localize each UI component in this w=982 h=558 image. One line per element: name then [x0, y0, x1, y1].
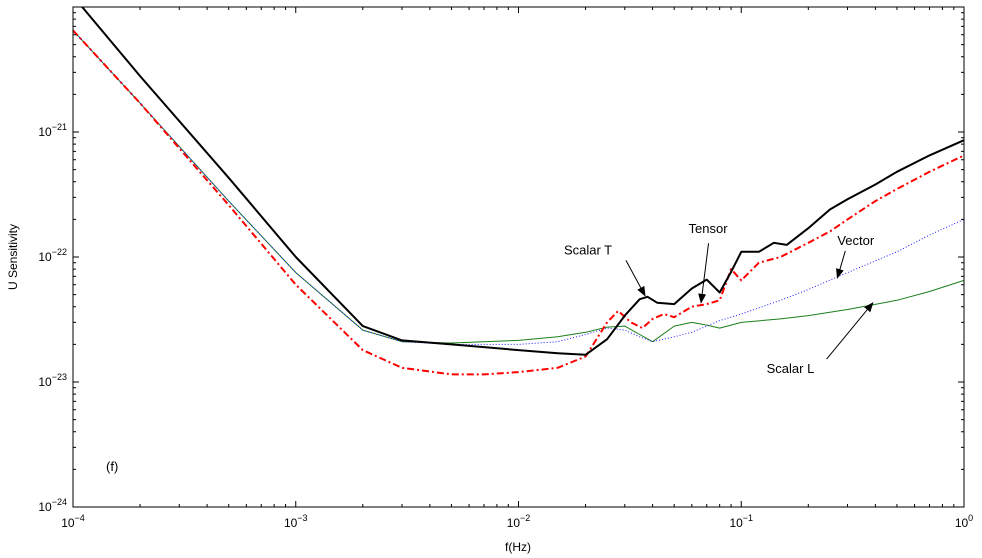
plot-area — [73, 7, 964, 507]
series-line-vector — [72, 30, 965, 345]
annotation-arrow — [826, 302, 874, 360]
annotation-vector: Vector — [837, 233, 875, 248]
x-tick-label: 100 — [955, 513, 973, 530]
series-line-scalar-t — [81, 6, 965, 356]
ticks-layer: 10−4 10−3 10−2 10−1 100 10−24 10−23 10−22 10−21 — [38, 7, 973, 530]
series-line-tensor — [72, 29, 965, 376]
x-tick-label: 10−1 — [729, 513, 753, 530]
y-tick-label: 10−22 — [38, 247, 67, 264]
annotation-arrow — [836, 250, 846, 279]
y-axis-label: U Sensitivity — [6, 224, 20, 290]
panel-label: (f) — [106, 459, 118, 474]
y-tick-label: 10−23 — [38, 372, 67, 389]
x-tick-label: 10−3 — [284, 513, 308, 530]
x-tick-label: 10−4 — [61, 513, 85, 530]
x-tick-label: 10−2 — [507, 513, 531, 530]
series-layer — [72, 6, 965, 376]
annotation-scalar-t: Scalar T — [564, 242, 612, 257]
y-tick-label: 10−21 — [38, 122, 67, 139]
y-tick-label: 10−24 — [38, 497, 67, 514]
annotation-arrow — [698, 243, 710, 304]
annotation-tensor: Tensor — [689, 221, 729, 236]
annotation-scalar-l: Scalar L — [767, 361, 815, 376]
x-axis-label: f(Hz) — [505, 540, 531, 554]
annotation-arrow — [625, 260, 646, 297]
annotations-layer: Scalar T Tensor Vector Scalar L — [564, 221, 875, 376]
